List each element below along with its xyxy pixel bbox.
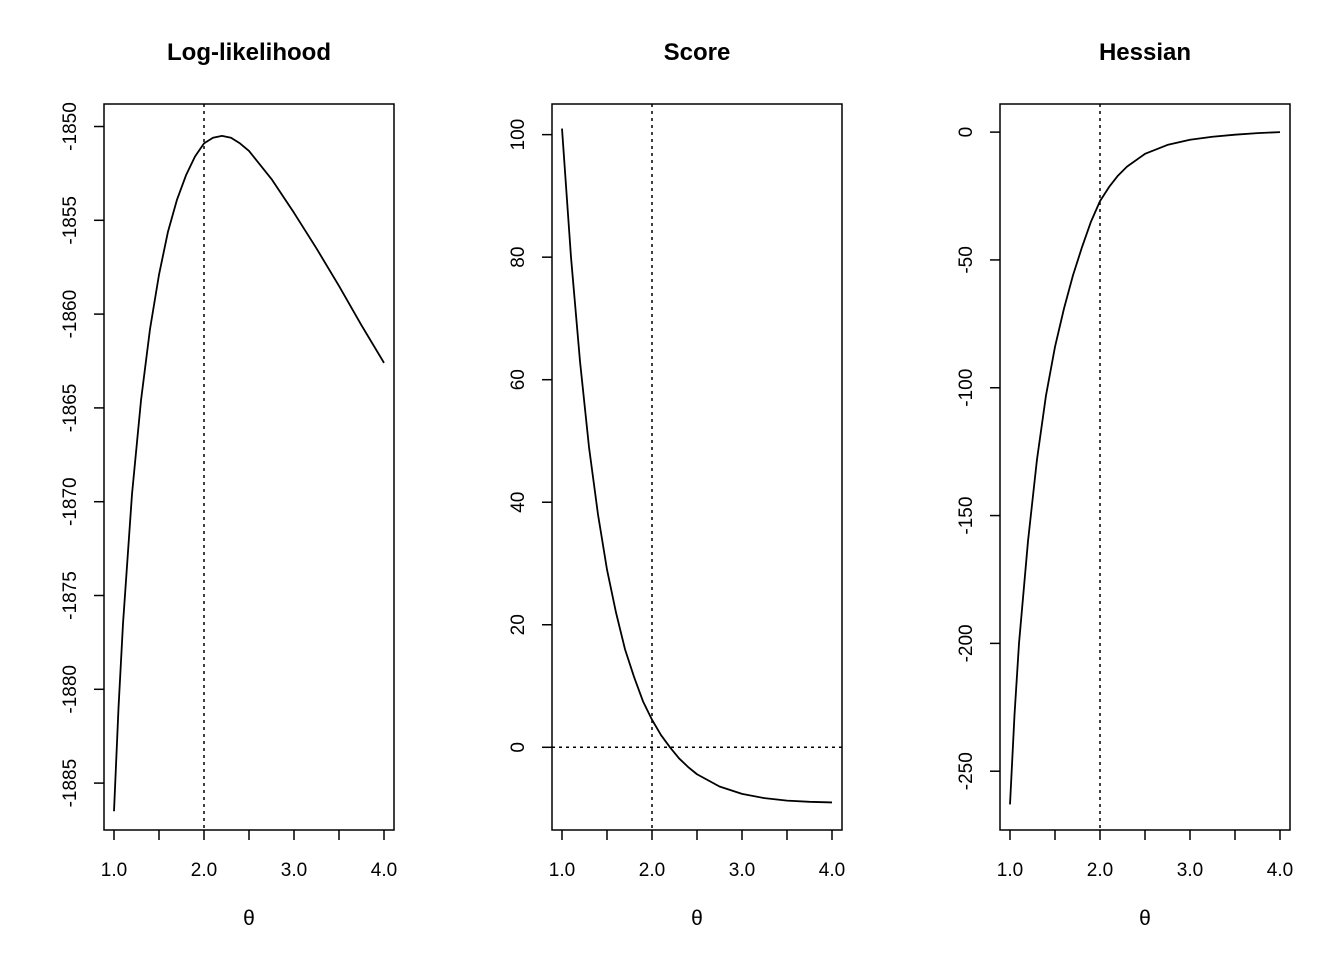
x-axis: 1.0 2.0 3.0 4.0 (549, 830, 845, 881)
y-tick-label: 40 (508, 492, 529, 513)
plot-frame (103, 103, 395, 831)
y-axis: -1885 -1880 -1875 -1870 -1865 -1860 -1855 -1850 (60, 102, 104, 807)
y-axis: 0 20 40 60 80 100 (508, 119, 552, 753)
y-tick-label: 60 (508, 369, 529, 390)
plot-frame (551, 103, 843, 831)
curves (113, 134, 385, 812)
panel-hessian: Hessian 1.0 2.0 3.0 4.0 -250 -200 -150 -100 -50… (956, 39, 1293, 930)
y-tick-label: 0 (956, 127, 977, 138)
y-tick-label: -50 (956, 246, 977, 273)
y-tick-label: -150 (956, 497, 977, 535)
x-tick-label: 1.0 (997, 860, 1023, 881)
x-tick-label: 4.0 (819, 860, 845, 881)
y-tick-label: -1850 (60, 102, 81, 151)
y-tick-label: -1855 (60, 196, 81, 245)
y-tick-label: 0 (508, 742, 529, 753)
x-axis: 1.0 2.0 3.0 4.0 (997, 830, 1293, 881)
y-tick-label: -1860 (60, 290, 81, 339)
y-tick-label: -1865 (60, 384, 81, 433)
y-tick-label: -1880 (60, 665, 81, 714)
y-tick-label: 20 (508, 614, 529, 635)
y-tick-label: -100 (956, 369, 977, 407)
panel-title: Score (664, 39, 731, 66)
x-axis-label: θ (1139, 907, 1151, 930)
x-tick-label: 3.0 (1177, 860, 1203, 881)
series-line (561, 128, 833, 804)
x-tick-label: 3.0 (729, 860, 755, 881)
curves (561, 128, 833, 804)
x-axis: 1.0 2.0 3.0 4.0 (101, 830, 397, 881)
y-tick-label: -1875 (60, 571, 81, 620)
x-tick-label: 2.0 (191, 860, 217, 881)
x-axis-label: θ (243, 907, 255, 930)
panel-title: Hessian (1099, 39, 1191, 66)
y-tick-label: -250 (956, 752, 977, 790)
series-line (113, 134, 385, 812)
plot-frame (999, 103, 1291, 831)
x-tick-label: 4.0 (1267, 860, 1293, 881)
y-tick-label: -1870 (60, 477, 81, 526)
curves (1009, 131, 1281, 805)
y-tick-label: -1885 (60, 759, 81, 808)
x-tick-label: 4.0 (371, 860, 397, 881)
reference-lines (552, 104, 842, 830)
x-tick-label: 1.0 (549, 860, 575, 881)
panel-loglik: Log-likelihood 1.0 2.0 3.0 4.0 -1885-1880-1… (60, 39, 397, 930)
series-line (1009, 131, 1281, 805)
x-tick-label: 2.0 (1087, 860, 1113, 881)
y-tick-label: -200 (956, 624, 977, 662)
x-tick-label: 3.0 (281, 860, 307, 881)
y-tick-label: 80 (508, 247, 529, 268)
x-tick-label: 1.0 (101, 860, 127, 881)
y-tick-label: 100 (508, 119, 529, 151)
x-axis-label: θ (691, 907, 703, 930)
x-tick-label: 2.0 (639, 860, 665, 881)
y-axis: -250 -200 -150 -100 -50 0 (956, 127, 1000, 790)
panel-score: Score 1.0 2.0 3.0 4.0 0 20 40 60 80 100 θ (508, 39, 845, 930)
panel-title: Log-likelihood (167, 39, 331, 66)
